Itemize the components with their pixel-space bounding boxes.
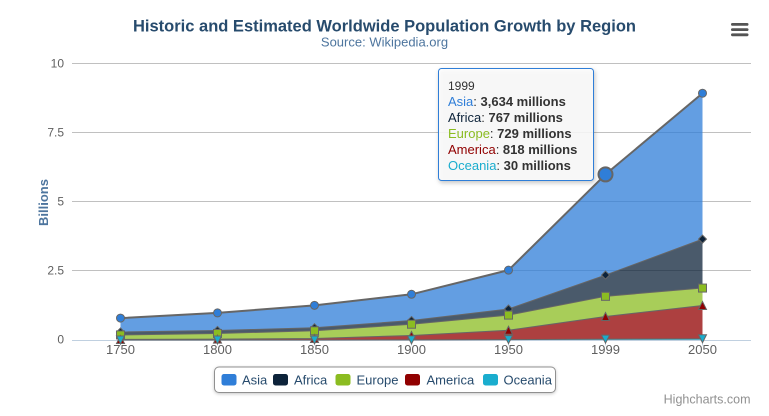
svg-text:Source: Wikipedia.org: Source: Wikipedia.org bbox=[321, 35, 448, 50]
svg-text:Historic and Estimated Worldwi: Historic and Estimated Worldwide Populat… bbox=[133, 18, 636, 36]
svg-text:Oceania: Oceania bbox=[504, 373, 553, 388]
svg-text:1850: 1850 bbox=[300, 342, 329, 357]
svg-text:America: America bbox=[427, 373, 475, 388]
svg-text:Europe: 729 millions: Europe: 729 millions bbox=[448, 126, 572, 141]
svg-text:1900: 1900 bbox=[397, 342, 426, 357]
svg-text:Asia: Asia bbox=[242, 373, 268, 388]
svg-text:10: 10 bbox=[51, 56, 65, 70]
svg-text:Oceania: 30 millions: Oceania: 30 millions bbox=[448, 158, 571, 173]
svg-text:Africa: 767 millions: Africa: 767 millions bbox=[448, 110, 563, 125]
svg-text:1999: 1999 bbox=[448, 79, 475, 93]
svg-text:5: 5 bbox=[57, 194, 64, 208]
svg-text:Africa: Africa bbox=[294, 373, 328, 388]
svg-text:7.5: 7.5 bbox=[47, 125, 64, 139]
svg-text:0: 0 bbox=[57, 332, 64, 346]
svg-text:1999: 1999 bbox=[591, 342, 620, 357]
svg-text:Europe: Europe bbox=[357, 373, 399, 388]
svg-text:1750: 1750 bbox=[106, 342, 135, 357]
svg-text:2050: 2050 bbox=[688, 342, 717, 357]
svg-text:1950: 1950 bbox=[494, 342, 523, 357]
svg-text:Billions: Billions bbox=[36, 179, 51, 226]
svg-text:Highcharts.com: Highcharts.com bbox=[664, 393, 751, 407]
svg-text:2.5: 2.5 bbox=[47, 263, 64, 277]
svg-text:1800: 1800 bbox=[203, 342, 232, 357]
svg-text:Asia: 3,634 millions: Asia: 3,634 millions bbox=[448, 94, 566, 109]
svg-text:America: 818 millions: America: 818 millions bbox=[448, 142, 577, 157]
